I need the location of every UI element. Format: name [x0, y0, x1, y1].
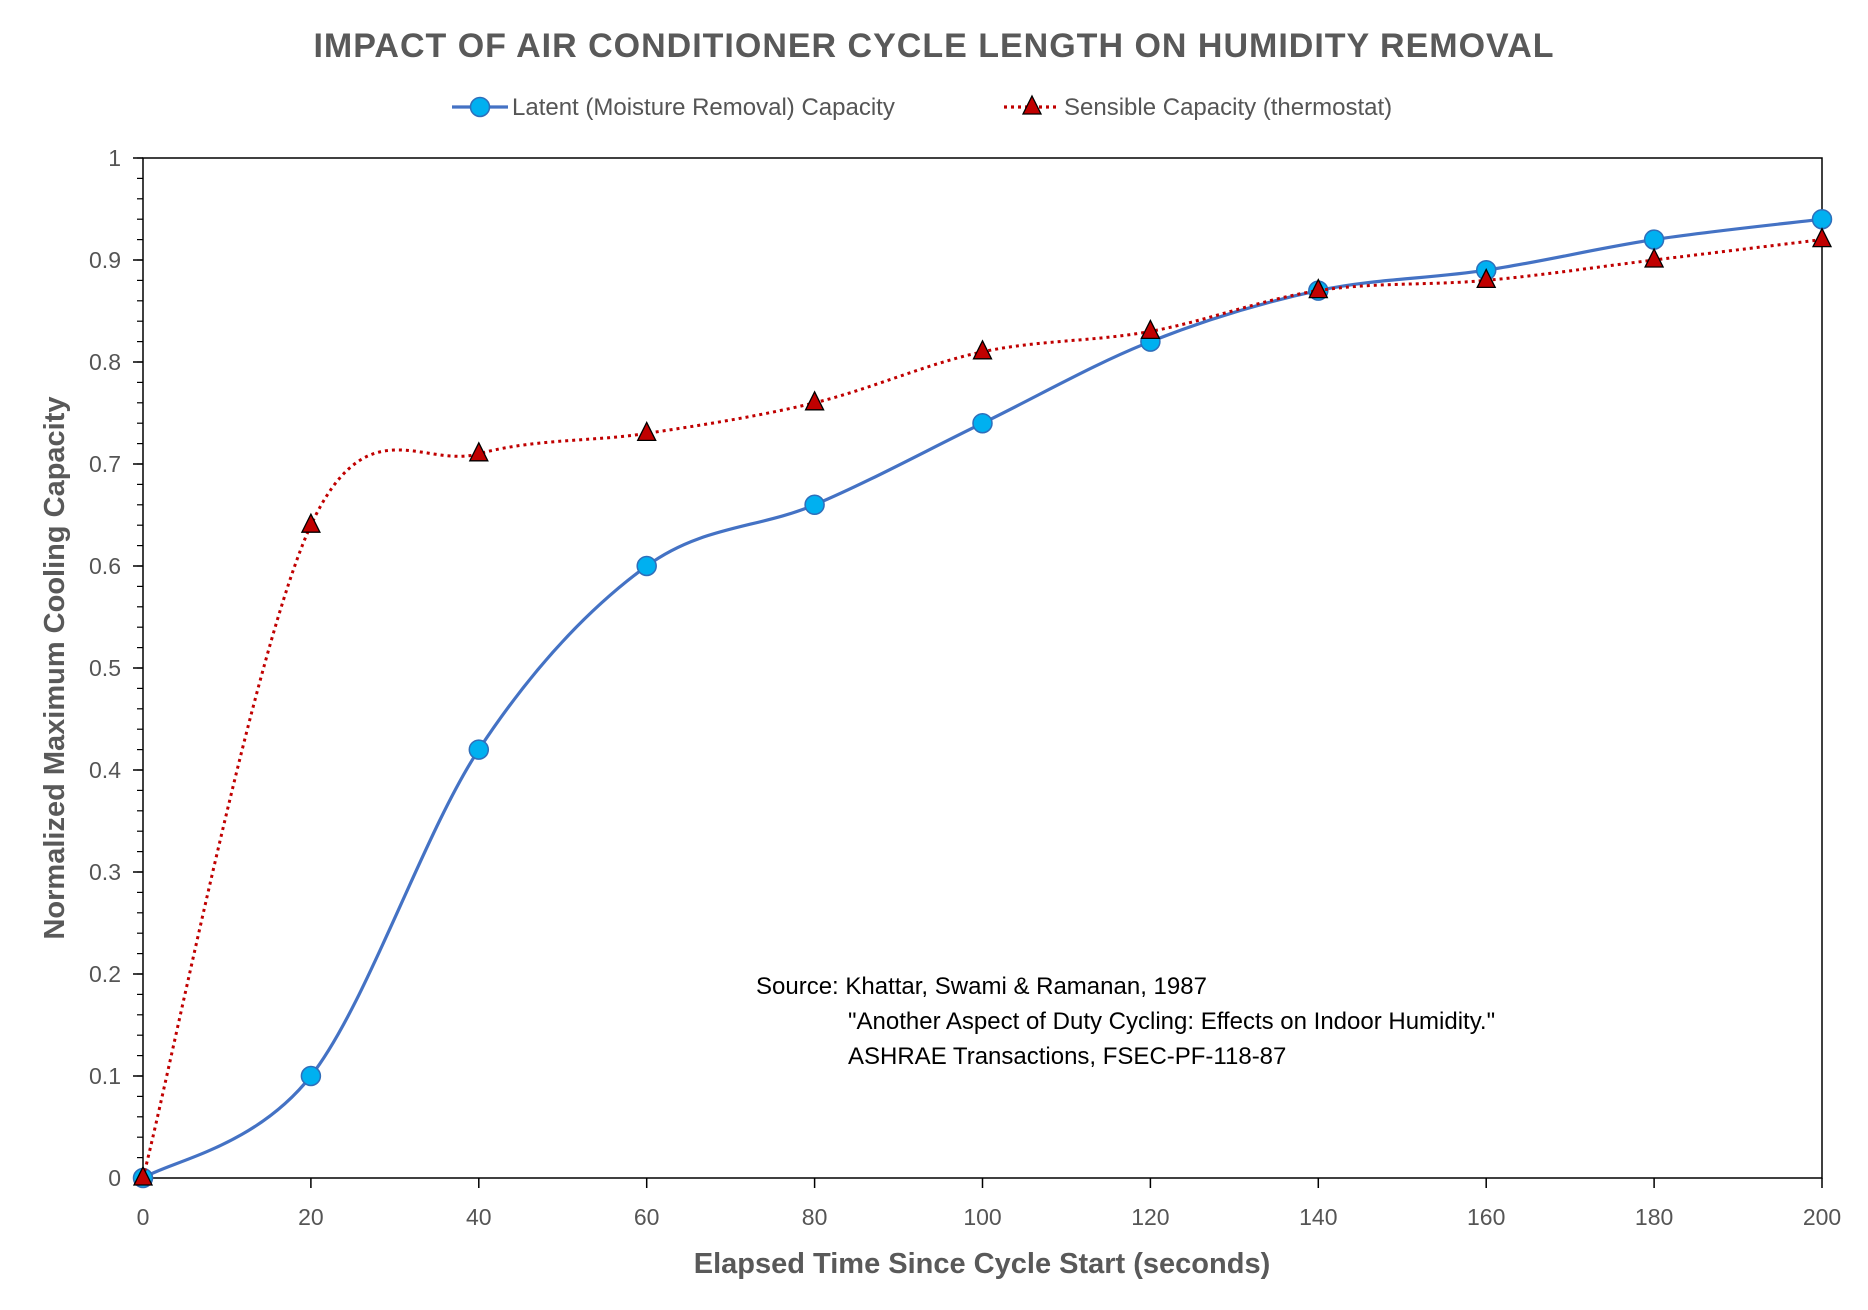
y-tick-label: 0.4 [89, 757, 121, 783]
series-line [141, 238, 1823, 1179]
data-point [1476, 267, 1497, 289]
data-point [1643, 229, 1665, 250]
data-point [300, 1065, 322, 1087]
data-point [804, 390, 825, 411]
x-tick-label: 0 [137, 1204, 150, 1230]
y-tick-label: 0.5 [89, 655, 121, 681]
legend-label: Latent (Moisture Removal) Capacity [512, 94, 895, 121]
x-tick-label: 60 [634, 1204, 660, 1230]
data-point [636, 555, 657, 577]
x-tick-label: 180 [1635, 1204, 1673, 1230]
data-point [1811, 227, 1833, 248]
x-tick-label: 100 [963, 1204, 1001, 1230]
legend-item: Sensible Capacity (thermostat) [1004, 94, 1392, 121]
data-point [972, 339, 993, 360]
x-tick-label: 40 [466, 1204, 492, 1230]
data-point [1140, 318, 1161, 340]
y-tick-label: 0.1 [89, 1063, 121, 1089]
annotation-line-3: ASHRAE Transactions, FSEC-PF-118-87 [848, 1043, 1286, 1070]
data-point [132, 1165, 154, 1186]
x-axis-title: Elapsed Time Since Cycle Start (seconds) [694, 1248, 1270, 1280]
y-tick-label: 0.3 [89, 859, 121, 885]
legend: Latent (Moisture Removal) Capacity Sensib… [452, 94, 1392, 121]
y-tick-label: 0.7 [89, 451, 121, 477]
data-point [300, 512, 321, 533]
y-tick-label: 0.2 [89, 961, 121, 987]
x-tick-label: 20 [298, 1204, 324, 1230]
x-tick-label: 160 [1467, 1204, 1505, 1230]
y-axis-title: Normalized Maximum Cooling Capacity [39, 396, 71, 939]
data-point [972, 412, 993, 434]
x-tick-label: 200 [1803, 1204, 1841, 1230]
data-point [468, 739, 490, 760]
data-point [804, 494, 825, 516]
data-point [636, 420, 657, 442]
legend-marker-icon [1021, 94, 1043, 115]
series-line [142, 217, 1823, 1180]
y-tick-label: 0 [108, 1165, 121, 1191]
y-tick-label: 0.6 [89, 553, 121, 579]
y-tick-label: 1 [108, 145, 121, 171]
legend-label: Sensible Capacity (thermostat) [1064, 94, 1392, 121]
y-tick-label: 0.8 [89, 349, 121, 375]
data-point [1811, 208, 1833, 230]
chart-title: IMPACT OF AIR CONDITIONER CYCLE LENGTH O… [313, 27, 1554, 65]
x-tick-label: 80 [802, 1204, 828, 1230]
x-tick-label: 140 [1299, 1204, 1337, 1230]
data-point [468, 441, 489, 462]
annotation-line-2: "Another Aspect of Duty Cycling: Effects… [848, 1008, 1495, 1035]
data-point [1644, 247, 1665, 268]
legend-marker-icon [469, 96, 491, 118]
series-latent [132, 208, 1833, 1189]
series-sensible [132, 227, 1833, 1186]
legend-item: Latent (Moisture Removal) Capacity [452, 94, 895, 121]
y-tick-label: 0.9 [89, 247, 121, 273]
annotation-line-1: Source: Khattar, Swami & Ramanan, 1987 [756, 973, 1207, 1000]
data-point [1308, 278, 1329, 299]
x-tick-label: 120 [1131, 1204, 1169, 1230]
